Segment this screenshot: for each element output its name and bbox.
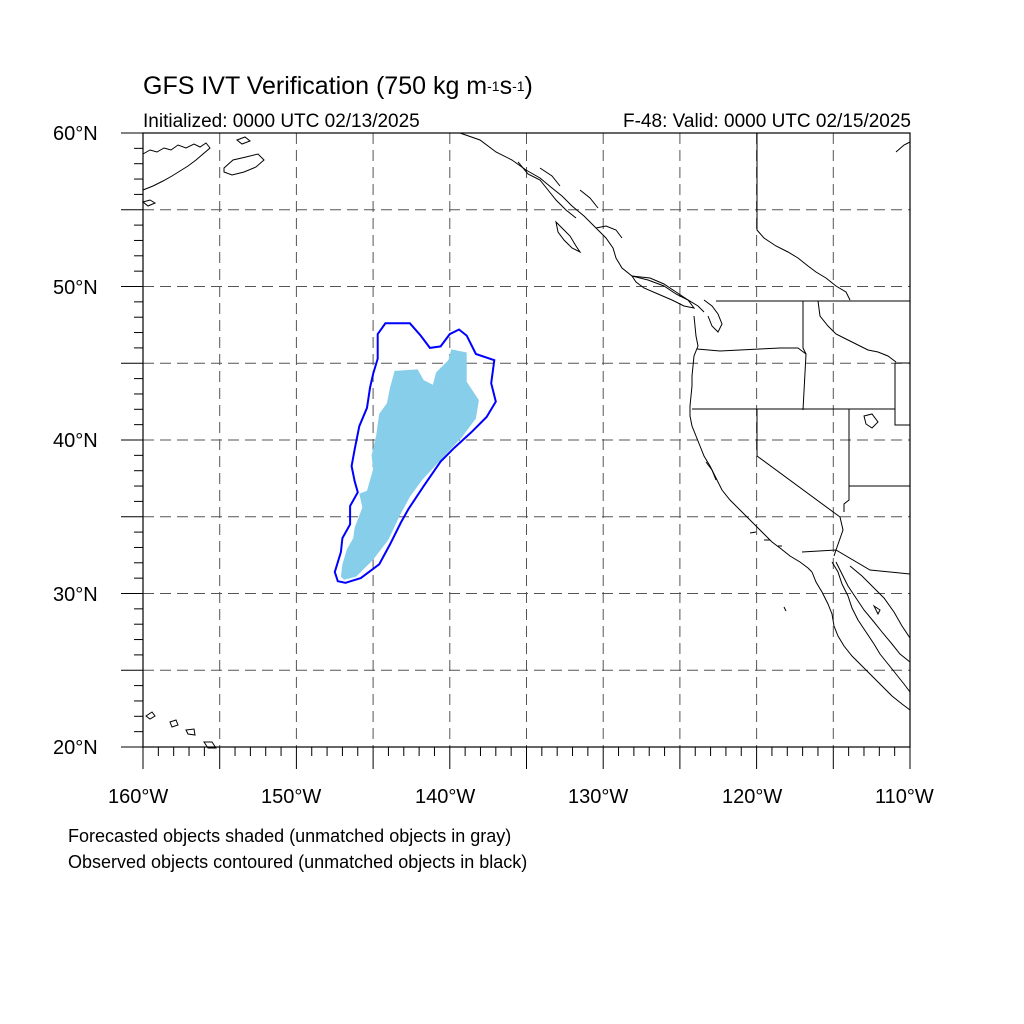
title-sup-2: -1	[512, 78, 525, 94]
lon-label-120w: 120°W	[722, 786, 783, 808]
observed-object-contour	[333, 322, 497, 584]
channel-islands	[749, 531, 787, 612]
hawaii-oahu	[169, 719, 179, 728]
us-mexico-border	[801, 549, 911, 575]
forecast-object-shaded	[340, 349, 479, 580]
lat-label-30: 30°N	[53, 584, 98, 606]
bc-alberta-border	[756, 133, 851, 301]
lat-label-60: 60°N	[53, 123, 98, 145]
lat-lon-grid	[143, 133, 910, 747]
ivt-objects	[333, 322, 497, 584]
note-forecast: Forecasted objects shaded (unmatched obj…	[68, 826, 512, 846]
initialized-label: Initialized: 0000 UTC 02/13/2025	[143, 111, 420, 132]
vancouver-island	[630, 275, 696, 309]
washington-oregon-border	[696, 347, 807, 355]
kodiak-island	[223, 153, 265, 176]
title-mid: s	[499, 72, 513, 100]
bc-inner-coast	[595, 225, 623, 239]
arizona-california-border	[833, 516, 844, 557]
map-title: GFS IVT Verification (750 kg m-1s-1)	[143, 72, 533, 101]
montana-idaho-border	[817, 300, 897, 363]
alaska-peninsula-coast	[142, 142, 211, 191]
baja-pacific-coast	[811, 571, 911, 711]
tiburon-island	[872, 604, 881, 616]
lat-label-20: 20°N	[53, 737, 98, 759]
lat-label-40: 40°N	[53, 430, 98, 452]
lon-label-130w: 130°W	[568, 786, 629, 808]
california-nevada-border	[756, 409, 841, 518]
note-observed: Observed objects contoured (unmatched ob…	[68, 852, 528, 872]
title-main: GFS IVT Verification (750 kg m	[143, 72, 488, 100]
idaho-border	[802, 301, 807, 411]
hawaii-big-island	[203, 741, 217, 749]
lon-label-160w: 160°W	[108, 786, 169, 808]
lon-label-140w: 140°W	[415, 786, 476, 808]
lat-label-50: 50°N	[53, 277, 98, 299]
panhandle-coast	[459, 132, 705, 313]
hawaii-kauai	[145, 711, 156, 720]
aleutian-island	[141, 199, 157, 207]
lon-label-150w: 150°W	[261, 786, 322, 808]
title-end: )	[524, 72, 533, 100]
nevada-utah-border	[843, 409, 850, 512]
haida-gwaii	[555, 220, 582, 254]
us-west-coast	[689, 315, 813, 573]
gulf-of-california	[835, 561, 911, 663]
panhandle-islands	[517, 161, 599, 219]
puget-sound	[703, 299, 723, 333]
sf-bay	[705, 461, 717, 481]
map-frame	[142, 132, 911, 748]
alaska-coast-right	[895, 141, 911, 153]
wyoming-border	[894, 362, 910, 426]
great-salt-lake	[863, 413, 879, 429]
coastlines-and-borders	[141, 132, 911, 749]
title-sup-1: -1	[487, 78, 500, 94]
valid-label: F-48: Valid: 0000 UTC 02/15/2025	[623, 111, 911, 132]
lon-label-110w: 110°W	[875, 786, 934, 808]
mexico-mainland-coast	[849, 565, 911, 639]
axis-ticks	[121, 132, 911, 769]
alaska-islet	[236, 136, 251, 145]
hawaii-maui	[185, 728, 196, 736]
baja-gulf-coast	[831, 561, 911, 693]
